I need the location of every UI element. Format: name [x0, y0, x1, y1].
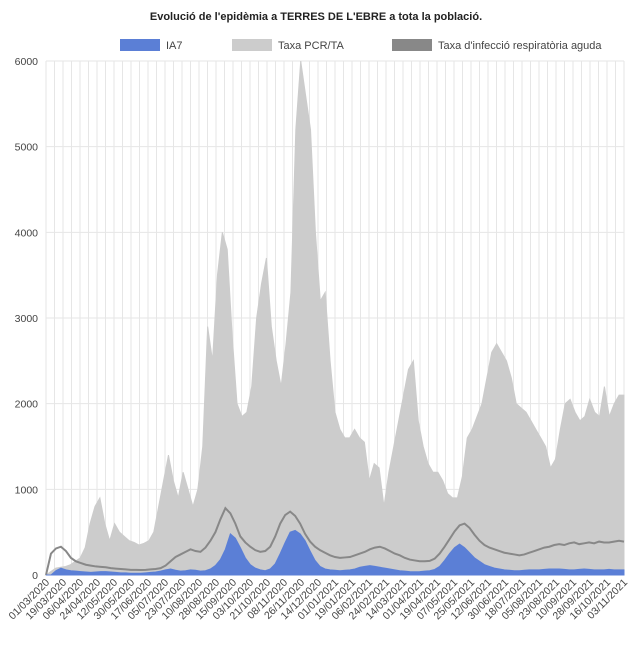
- legend-label: IA7: [166, 40, 183, 52]
- legend-label: Taxa PCR/TA: [278, 40, 344, 52]
- x-axis: 01/03/202019/03/202006/04/202024/04/2020…: [6, 577, 630, 623]
- y-tick-label: 0: [32, 570, 38, 582]
- y-tick-label: 6000: [15, 56, 39, 68]
- series-area-0: [44, 60, 625, 576]
- y-tick-label: 5000: [15, 142, 39, 154]
- y-tick-label: 3000: [15, 313, 39, 325]
- y-tick-label: 1000: [15, 484, 39, 496]
- chart-title: Evolució de l'epidèmia a TERRES DE L'EBR…: [150, 11, 482, 23]
- legend[interactable]: IA7 Taxa PCR/TA Taxa d'infecció respiratòr…: [120, 39, 602, 52]
- series-line-1: [45, 506, 625, 576]
- y-tick-label: 4000: [15, 227, 39, 239]
- series-layer: [44, 60, 625, 576]
- series-area-2: [46, 529, 625, 576]
- legend-swatch: [392, 39, 432, 51]
- y-tick-label: 2000: [15, 399, 39, 411]
- legend-swatch: [232, 39, 272, 51]
- legend-item[interactable]: Taxa d'infecció respiratòria aguda: [392, 39, 602, 52]
- legend-swatch: [120, 39, 160, 51]
- y-axis: 0 1000 2000 3000 4000 5000 6000: [15, 56, 39, 582]
- legend-label: Taxa d'infecció respiratòria aguda: [438, 40, 602, 52]
- legend-item[interactable]: Taxa PCR/TA: [232, 39, 344, 52]
- legend-item[interactable]: IA7: [120, 39, 183, 52]
